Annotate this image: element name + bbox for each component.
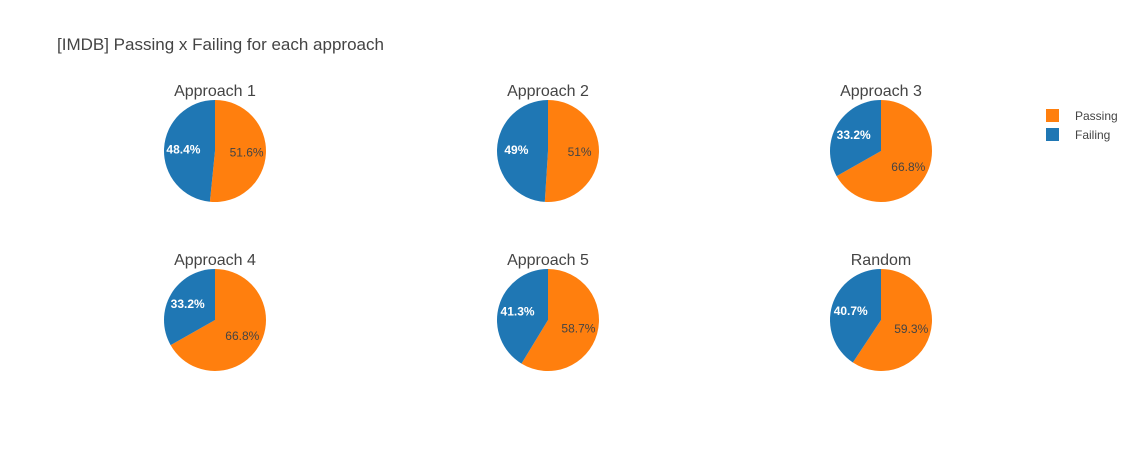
pie-label-passing: 59.3% (894, 322, 928, 336)
pie-slice-failing[interactable] (830, 269, 881, 363)
pie-slice-passing[interactable] (836, 100, 932, 202)
pie-title: Approach 2 (507, 83, 589, 100)
pie-title: Approach 1 (174, 83, 256, 100)
pie-title: Approach 5 (507, 252, 589, 269)
chart-title: [IMDB] Passing x Failing for each approa… (57, 35, 384, 54)
pie-label-failing: 41.3% (501, 304, 535, 318)
pie-approach-3: Approach 3 66.8% 33.2% (829, 83, 932, 202)
pie-label-passing: 51.6% (230, 146, 264, 160)
pie-label-passing: 58.7% (561, 322, 595, 336)
legend-swatch-failing (1046, 128, 1059, 141)
pie-approach-2: Approach 2 51% 49% (496, 83, 599, 203)
legend: Passing Failing (1046, 106, 1118, 144)
pie-approach-1: Approach 1 51.6% 48.4% (163, 83, 266, 202)
legend-item-failing[interactable]: Failing (1046, 125, 1118, 144)
pie-label-failing: 48.4% (166, 142, 200, 156)
legend-item-passing[interactable]: Passing (1046, 106, 1118, 125)
pie-random: Random 59.3% 40.7% (830, 252, 932, 371)
pie-label-failing: 33.2% (837, 128, 871, 142)
pie-slice-failing[interactable] (496, 100, 548, 202)
pie-title: Random (851, 252, 911, 269)
pie-slice-passing[interactable] (209, 100, 266, 202)
pie-slice-failing[interactable] (497, 269, 548, 364)
pie-label-failing: 33.2% (171, 297, 205, 311)
pies-group: Approach 151.6%48.4%Approach 251%49%Appr… (163, 83, 932, 372)
pie-title: Approach 3 (840, 83, 922, 100)
pie-slice-failing[interactable] (163, 100, 215, 202)
pie-slice-passing[interactable] (544, 100, 599, 203)
pie-slice-failing[interactable] (164, 269, 215, 346)
pie-label-passing: 51% (568, 145, 592, 159)
pie-slice-passing[interactable] (852, 269, 932, 371)
pie-slice-passing[interactable] (170, 269, 267, 372)
pie-label-failing: 49% (504, 143, 528, 157)
pie-title: Approach 4 (174, 252, 256, 269)
pie-approach-4: Approach 4 66.8% 33.2% (164, 252, 267, 372)
pie-approach-5: Approach 5 58.7% 41.3% (497, 252, 599, 372)
pie-slice-passing[interactable] (521, 269, 599, 372)
pie-label-failing: 40.7% (834, 304, 868, 318)
pie-label-passing: 66.8% (225, 329, 259, 343)
legend-swatch-passing (1046, 109, 1059, 122)
legend-label-passing: Passing (1075, 108, 1118, 123)
pie-label-passing: 66.8% (891, 160, 925, 174)
legend-label-failing: Failing (1075, 127, 1111, 142)
pie-slice-failing[interactable] (829, 100, 881, 177)
